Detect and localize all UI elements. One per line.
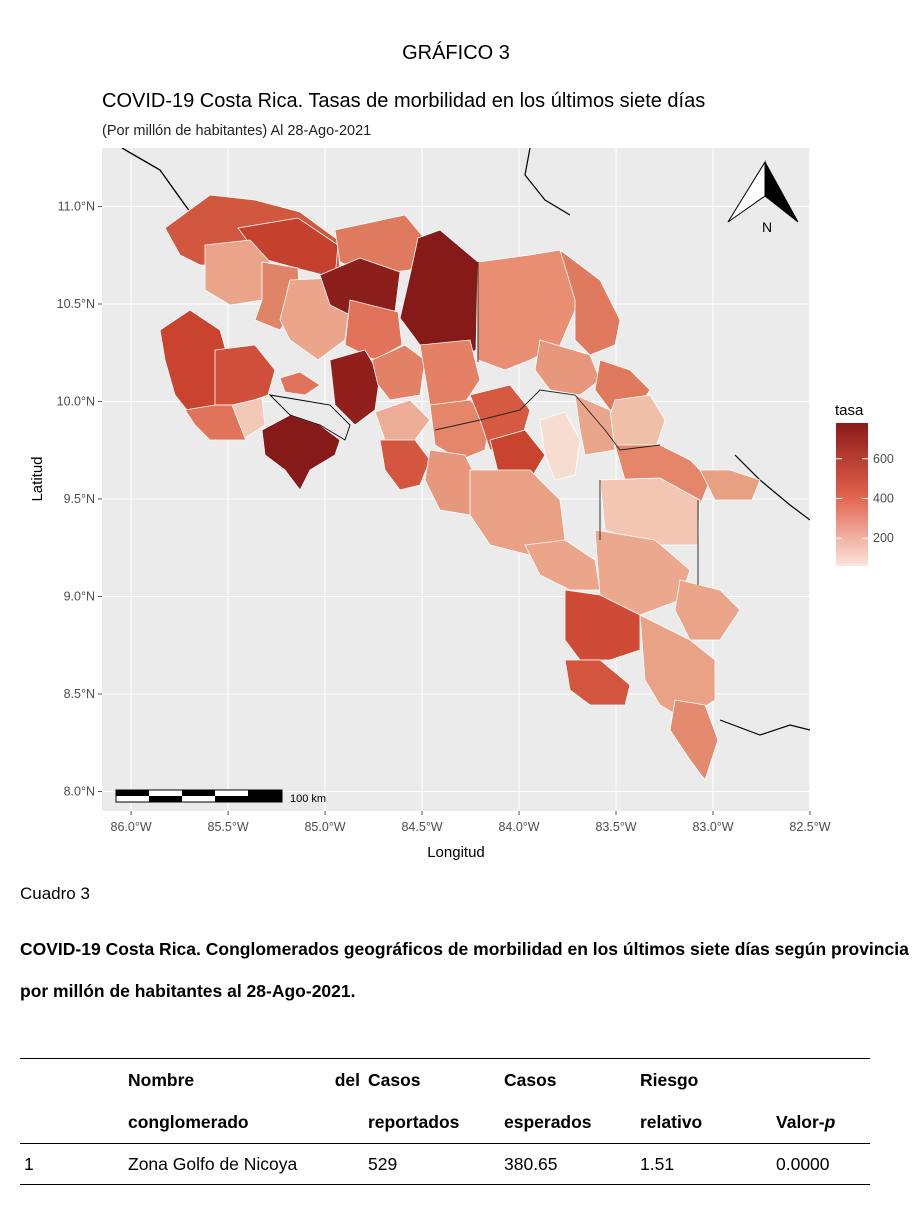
- x-tick-label: 84.5°W: [401, 820, 442, 834]
- x-tick-label: 86.0°W: [111, 820, 152, 834]
- table-header-row: Nombre del conglomerado Casos reportados C…: [20, 1058, 870, 1144]
- panama-coast: [734, 454, 810, 521]
- region-montes-de-oro: [371, 344, 426, 401]
- y-tick-label: 9.5°N: [64, 492, 95, 506]
- map-title: COVID-19 Costa Rica. Tasas de morbilidad…: [102, 90, 706, 112]
- table-label: Cuadro 3: [20, 884, 90, 903]
- header-nombre: Nombre del conglomerado: [128, 1070, 360, 1132]
- table-row: 1 Zona Golfo de Nicoya 529 380.65 1.51 0…: [20, 1144, 870, 1185]
- header-riesgo-relativo: Riesgo relativo: [640, 1070, 703, 1132]
- region-esparza: [329, 349, 381, 426]
- province-boundaries: [434, 262, 699, 585]
- region-osa: [564, 589, 641, 661]
- scale-bar: 100 km: [115, 789, 326, 805]
- header-casos-reportados: Casos reportados: [368, 1070, 460, 1132]
- panama-coast-south: [719, 719, 810, 736]
- cell-casos-esperados: 380.65: [504, 1154, 558, 1174]
- region-sarapiqui: [477, 249, 581, 371]
- region-turrialba: [539, 411, 581, 481]
- gulf-of-nicoya: [268, 394, 351, 441]
- x-tick-label: 84.0°W: [498, 820, 539, 834]
- cell-nombre: Zona Golfo de Nicoya: [128, 1154, 298, 1174]
- y-tick-label: 8.5°N: [64, 687, 95, 701]
- country-regions: [121, 148, 810, 781]
- choropleth-map: N 100 km 86.0°W 85.5°W 85.0°W 84.5°W 84.0°W 8…: [29, 148, 894, 861]
- region-nandayure: [231, 397, 266, 439]
- region-coto-brus: [674, 579, 741, 641]
- scale-bar-label: 100 km: [290, 793, 326, 805]
- y-tick-label: 11.0°N: [58, 200, 95, 214]
- region-pococi: [559, 248, 621, 356]
- y-tick-label: 10.0°N: [57, 395, 95, 409]
- north-arrow-icon: N: [727, 160, 799, 235]
- cell-casos-reportados: 529: [368, 1154, 398, 1174]
- legend-tick-label: 600: [873, 452, 894, 466]
- header-valor-p: Valor-p: [776, 1112, 836, 1132]
- region-limon-east: [699, 469, 761, 501]
- region-garabito: [379, 439, 431, 491]
- x-tick-label: 85.0°W: [304, 820, 345, 834]
- y-tick-label: 9.0°N: [64, 590, 95, 604]
- region-corredores: [669, 699, 719, 781]
- region-chira: [279, 371, 321, 396]
- caribbean-coast-north: [524, 148, 571, 216]
- region-guacimo: [534, 339, 601, 396]
- legend: tasa 600 400 200: [835, 402, 894, 566]
- legend-tick-label: 400: [873, 491, 894, 505]
- region-puntarenas-central: [374, 399, 431, 441]
- legend-title: tasa: [835, 402, 864, 419]
- x-tick-label: 83.5°W: [595, 820, 636, 834]
- x-tick-label: 82.5°W: [789, 820, 830, 834]
- north-label: N: [762, 219, 772, 235]
- y-axis-ticks: 11.0°N 10.5°N 10.0°N 9.5°N 9.0°N 8.5°N 8.0°N: [57, 200, 102, 799]
- cell-index: 1: [24, 1154, 34, 1174]
- y-tick-label: 8.0°N: [64, 785, 95, 799]
- y-axis-title: Latitud: [29, 456, 46, 501]
- x-tick-label: 85.5°W: [208, 820, 249, 834]
- legend-colorbar: [836, 423, 868, 566]
- x-tick-label: 83.0°W: [692, 820, 733, 834]
- results-table: Nombre del conglomerado Casos reportados C…: [20, 1058, 870, 1185]
- region-matina: [574, 394, 616, 456]
- header-casos-esperados: Casos esperados: [504, 1070, 592, 1132]
- y-tick-label: 10.5°N: [57, 297, 95, 311]
- x-axis-ticks: 86.0°W 85.5°W 85.0°W 84.5°W 84.0°W 83.5°W 83.0…: [111, 811, 831, 834]
- table-caption: COVID-19 Costa Rica. Conglomerados geogr…: [20, 939, 909, 1001]
- cell-riesgo-relativo: 1.51: [640, 1154, 675, 1174]
- legend-ticks: 600 400 200: [836, 452, 894, 545]
- region-central-valley-west: [429, 399, 491, 461]
- map-subtitle: (Por millón de habitantes) Al 28-Ago-202…: [102, 123, 372, 139]
- x-axis-title: Longitud: [427, 844, 485, 861]
- header-index: [20, 1059, 124, 1144]
- cell-valor-p: 0.0000: [776, 1154, 830, 1174]
- figure-heading: GRÁFICO 3: [402, 42, 510, 64]
- region-osa-peninsula: [564, 659, 631, 706]
- legend-tick-label: 200: [873, 531, 894, 545]
